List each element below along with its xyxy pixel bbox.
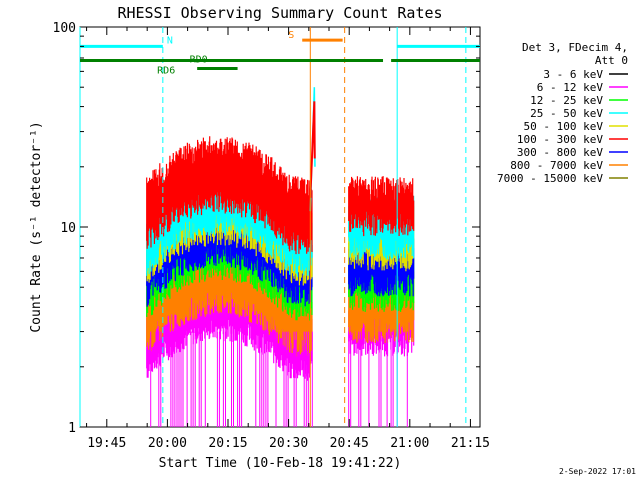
legend-entry-label: 7000 - 15000 keV: [497, 172, 603, 185]
legend-entry: 12 - 25 keV: [530, 94, 628, 107]
spike-red: [309, 101, 316, 198]
x-tick-label: 20:45: [330, 436, 369, 451]
legend-entry-label: 300 - 800 keV: [517, 146, 603, 159]
chart-title: RHESSI Observing Summary Count Rates: [117, 4, 442, 22]
x-tick-label: 19:45: [87, 436, 126, 451]
x-tick-label: 20:15: [208, 436, 247, 451]
status-bar-label-s: S: [288, 30, 294, 41]
y-tick-label: 100: [53, 21, 76, 36]
series-dropouts-magenta: [150, 331, 408, 427]
legend-entry-label: 3 - 6 keV: [543, 68, 603, 81]
overlay-layer: N RD0 RD6 S: [79, 27, 480, 427]
x-tick-label: 20:30: [269, 436, 308, 451]
series-trace-red: [146, 136, 313, 255]
legend-entry: 100 - 300 keV: [517, 133, 628, 146]
legend-header-line-2: Att 0: [595, 54, 628, 67]
x-tick-label: 21:15: [451, 436, 490, 451]
x-tick-label: 21:00: [390, 436, 429, 451]
legend-entry: 50 - 100 keV: [524, 120, 628, 133]
legend-entry-label: 6 - 12 keV: [537, 81, 604, 94]
series-path-red: [146, 136, 313, 255]
dropout-lines: [150, 331, 408, 427]
x-axis-label: Start Time (10-Feb-18 19:41:22): [159, 456, 402, 471]
status-bar-label-rd6: RD6: [157, 66, 175, 77]
status-bar-label-n: N: [167, 35, 173, 46]
status-bar-label-rd0: RD0: [190, 54, 208, 65]
legend-entry-label: 100 - 300 keV: [517, 133, 603, 146]
legend-entry-label: 50 - 100 keV: [524, 120, 604, 133]
y-tick-label: 1: [68, 421, 76, 436]
legend-entry: 7000 - 15000 keV: [497, 172, 628, 185]
y-tick-label: 10: [60, 221, 76, 236]
y-axis-label: Count Rate (s⁻¹ detector⁻¹): [29, 121, 44, 332]
series-trace-red: [348, 176, 415, 237]
legend-entry: 800 - 7000 keV: [510, 159, 628, 172]
series-path-red: [348, 176, 415, 237]
legend-entry: 300 - 800 keV: [517, 146, 628, 159]
x-tick-label: 20:00: [148, 436, 187, 451]
data-layer: [146, 87, 415, 427]
legend-entry: 6 - 12 keV: [537, 81, 628, 94]
legend-entry-label: 12 - 25 keV: [530, 94, 603, 107]
legend-entry: 25 - 50 keV: [530, 107, 628, 120]
legend-entry-label: 25 - 50 keV: [530, 107, 603, 120]
footer-timestamp: 2-Sep-2022 17:01: [559, 467, 636, 476]
legend-entry: 3 - 6 keV: [543, 68, 628, 81]
plot-area: N RD0 RD6 S 1 10 100 19:45 20:00 20:15 20:30 20:45…: [53, 21, 490, 451]
legend-entry-label: 800 - 7000 keV: [510, 159, 603, 172]
legend-header-line-1: Det 3, FDecim 4,: [522, 41, 628, 54]
axes-layer: 1 10 100 19:45 20:00 20:15 20:30 20:45 21:00 21:1…: [53, 21, 490, 451]
flare-spike: [309, 87, 316, 212]
